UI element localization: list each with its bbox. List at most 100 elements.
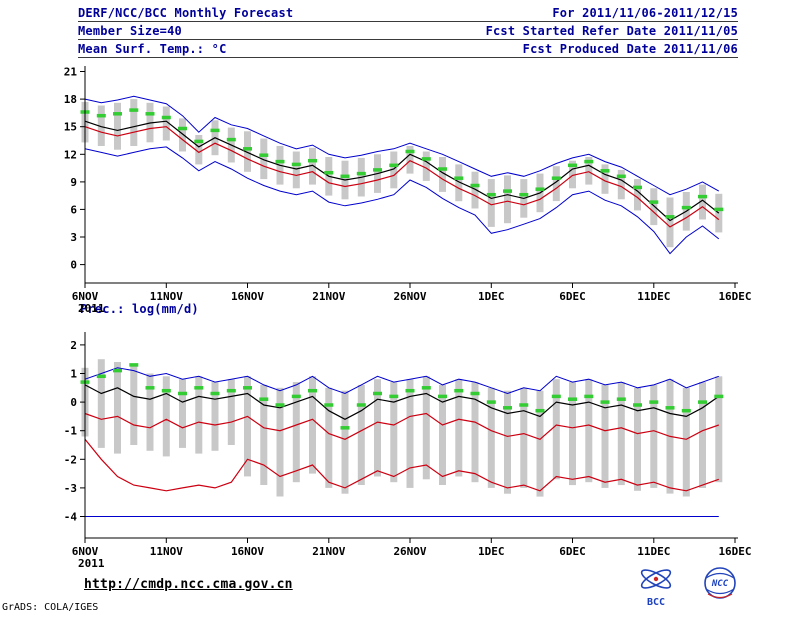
y-tick-label: 18 (64, 93, 77, 106)
y-tick-label: -4 (64, 511, 78, 524)
ensemble-mean-line (84, 120, 720, 222)
x-tick-label: 16NOV (231, 545, 264, 558)
ensemble-spread-bar (585, 157, 593, 185)
x-tick-label: 26NOV (393, 545, 426, 558)
y-tick-label: -3 (64, 482, 77, 495)
ensemble-spread-bar (390, 382, 398, 483)
ensemble-spread-bar (601, 164, 609, 194)
y-tick-label: 0 (70, 259, 77, 272)
header-row-3: Mean Surf. Temp.: °C Fcst Produced Date … (78, 39, 738, 58)
x-tick-label: 16DEC (718, 545, 751, 558)
ensemble-spread-bar (179, 118, 186, 152)
y-tick-label: 12 (64, 148, 77, 161)
x-tick-label: 6NOV (72, 290, 99, 303)
x-tick-label: 6DEC (559, 545, 586, 558)
page-title: DERF/NCC/BCC Monthly Forecast (78, 6, 294, 20)
y-tick-label: 15 (64, 121, 77, 134)
x-tick-label: 11DEC (637, 290, 670, 303)
ensemble-spread-bar (601, 384, 609, 488)
bcc-logo-label: BCC (647, 597, 665, 608)
ensemble-spread-bar (552, 379, 560, 480)
ensemble-spread-bar (406, 146, 414, 174)
x-tick-label: 21NOV (312, 545, 345, 558)
ensemble-spread-bar (195, 135, 203, 165)
ensemble-spread-bar (455, 164, 463, 202)
ensemble-spread-bar (162, 106, 170, 141)
red-median-line (84, 126, 720, 228)
ensemble-spread-bar (309, 376, 316, 474)
bcc-logo-icon: BCC (640, 569, 672, 608)
ensemble-spread-bar (520, 387, 528, 488)
ensemble-spread-bar (617, 169, 625, 200)
ensemble-spread-bar (552, 166, 560, 202)
x-tick-label: 6NOV (72, 545, 99, 558)
ensemble-spread-bar (114, 102, 121, 150)
member-size-label: Member Size=40 (78, 24, 182, 38)
ensemble-spread-bar (260, 384, 268, 485)
ensemble-spread-bar (406, 379, 414, 488)
x-tick-label: 11DEC (637, 545, 670, 558)
ensemble-spread-bar (422, 151, 430, 181)
ensemble-spread-bar (569, 382, 576, 486)
ensemble-spread-bar (455, 379, 463, 477)
x-tick-label: 26NOV (393, 290, 426, 303)
ensemble-spread-bar (682, 387, 690, 497)
ensemble-spread-bar (439, 384, 446, 485)
ensemble-spread-bar (504, 390, 511, 494)
x-tick-label: 1DEC (478, 290, 505, 303)
header-row-1: DERF/NCC/BCC Monthly Forecast For 2011/1… (78, 3, 738, 22)
x-year-label: 2011 (78, 302, 105, 315)
ensemble-spread-bar (325, 387, 333, 488)
refer-date-label: Fcst Started Refer Date 2011/11/05 (485, 24, 738, 38)
ensemble-spread-bar (162, 376, 170, 457)
ensemble-spread-bar (634, 179, 641, 211)
ensemble-spread-bar (292, 382, 300, 483)
ensemble-spread-bar (471, 171, 479, 209)
ensemble-spread-bar (439, 157, 446, 192)
x-tick-label: 21NOV (312, 290, 345, 303)
precip-chart-title: Prec.: log(mm/d) (80, 302, 199, 316)
ensemble-spread-bar (130, 99, 138, 146)
ensemble-spread-bar (699, 184, 706, 220)
ensemble-spread-bar (487, 179, 495, 227)
y-tick-label: 1 (70, 368, 77, 381)
ensemble-max-line (84, 367, 719, 395)
ensemble-spread-bar (569, 160, 576, 189)
ensemble-max-line (84, 95, 720, 196)
ensemble-spread-bar (292, 151, 300, 189)
ensemble-spread-bar (130, 364, 138, 445)
ensemble-spread-bar (715, 376, 723, 483)
produced-date-label: Fcst Produced Date 2011/11/06 (522, 42, 738, 56)
ensemble-spread-bar (650, 384, 658, 488)
ensemble-spread-bar (227, 379, 235, 445)
y-tick-label: -2 (64, 453, 77, 466)
y-tick-label: 9 (70, 176, 77, 189)
ensemble-spread-bar (666, 197, 674, 248)
ensemble-spread-bar (357, 384, 365, 485)
y-tick-label: 21 (64, 66, 78, 79)
ensemble-spread-bar (114, 362, 121, 454)
x-tick-label: 11NOV (150, 290, 183, 303)
ensemble-spread-bar (211, 382, 219, 451)
ensemble-spread-bar (374, 379, 381, 477)
ensemble-spread-bar (422, 376, 430, 480)
ensemble-spread-bar (179, 379, 186, 448)
x-tick-label: 16NOV (231, 290, 264, 303)
ensemble-spread-bar (260, 138, 268, 180)
ensemble-spread-bar (97, 105, 105, 146)
temp-chart-title: Mean Surf. Temp.: °C (78, 42, 227, 56)
ensemble-spread-bar (195, 376, 203, 454)
header-row-2: Member Size=40 Fcst Started Refer Date 2… (78, 21, 738, 40)
ensemble-spread-bar (650, 188, 658, 226)
y-tick-label: 3 (70, 231, 77, 244)
ensemble-spread-bar (341, 390, 349, 494)
source-url-link[interactable]: http://cmdp.ncc.cma.gov.cn (84, 577, 293, 592)
ensemble-spread-bar (244, 376, 251, 477)
ensemble-min-line (84, 146, 720, 255)
ensemble-spread-bar (471, 382, 479, 483)
logos: BCC NCC (640, 567, 736, 608)
ensemble-spread-bar (146, 373, 154, 451)
